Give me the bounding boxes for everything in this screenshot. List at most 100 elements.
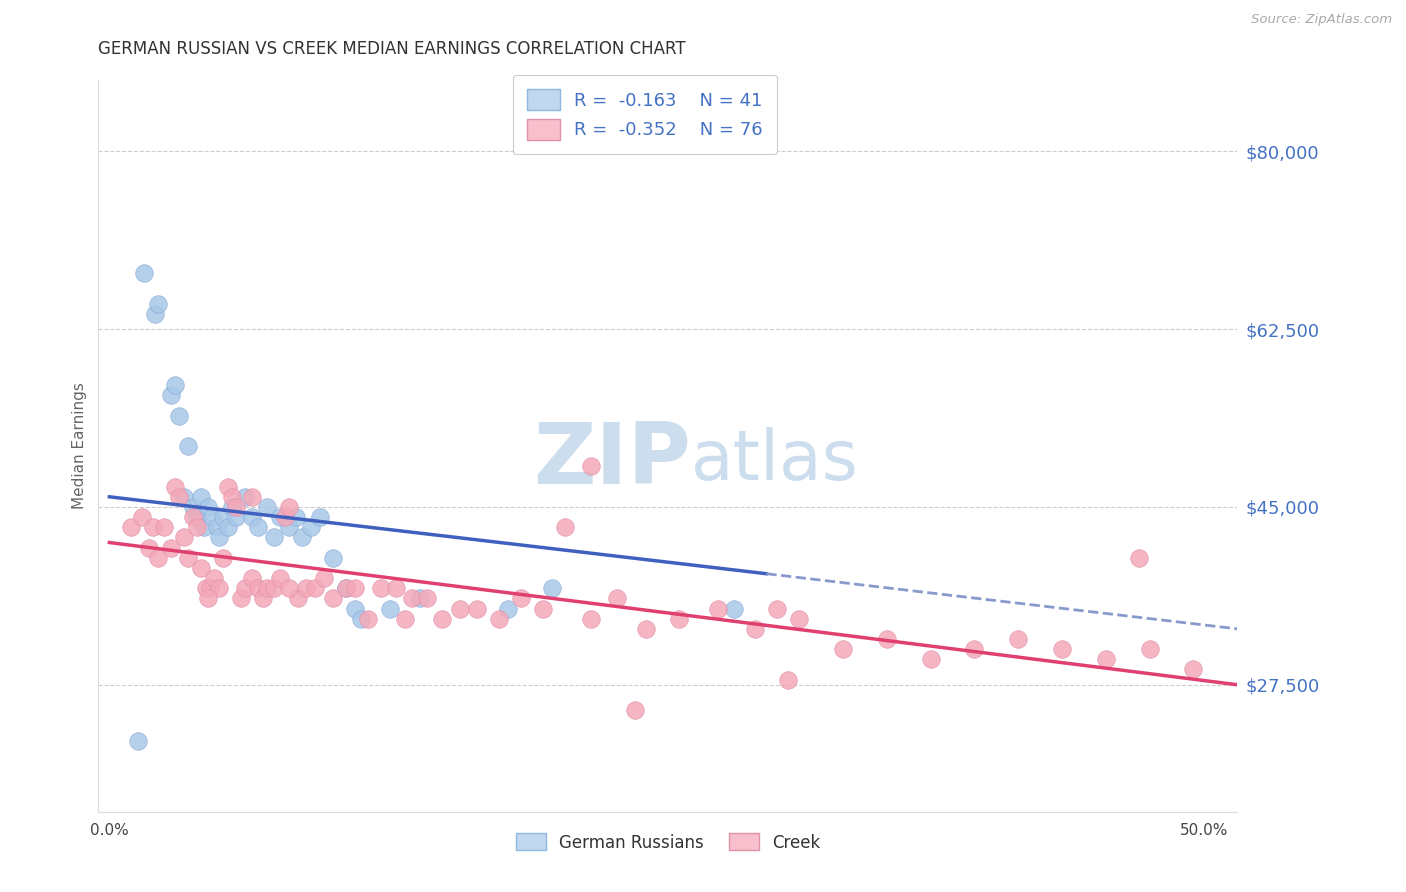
Text: atlas: atlas: [690, 427, 859, 494]
Point: [409, 591, 432, 606]
Point: [579, 459, 602, 474]
Point: [1139, 642, 1161, 657]
Point: [335, 581, 357, 595]
Point: [173, 530, 195, 544]
Point: [766, 601, 789, 615]
Point: [832, 642, 855, 657]
Point: [299, 520, 322, 534]
Point: [335, 581, 357, 595]
Point: [193, 520, 215, 534]
Point: [707, 601, 730, 615]
Point: [233, 581, 256, 595]
Point: [225, 500, 247, 514]
Point: [173, 490, 195, 504]
Point: [394, 612, 416, 626]
Point: [401, 591, 423, 606]
Point: [127, 733, 149, 747]
Point: [308, 510, 330, 524]
Point: [278, 520, 301, 534]
Point: [540, 581, 562, 595]
Point: [217, 520, 239, 534]
Point: [198, 581, 221, 595]
Text: ZIP: ZIP: [533, 419, 690, 502]
Point: [269, 510, 291, 524]
Point: [624, 703, 647, 717]
Point: [668, 612, 690, 626]
Point: [146, 297, 169, 311]
Y-axis label: Median Earnings: Median Earnings: [72, 383, 87, 509]
Point: [287, 591, 309, 606]
Point: [1182, 663, 1205, 677]
Point: [416, 591, 439, 606]
Point: [1050, 642, 1073, 657]
Point: [204, 571, 226, 585]
Point: [876, 632, 898, 646]
Point: [723, 601, 745, 615]
Point: [322, 550, 344, 565]
Point: [201, 510, 224, 524]
Point: [190, 561, 212, 575]
Point: [212, 510, 235, 524]
Point: [284, 510, 307, 524]
Point: [322, 591, 344, 606]
Point: [1128, 550, 1150, 565]
Point: [221, 490, 243, 504]
Point: [138, 541, 160, 555]
Point: [212, 550, 235, 565]
Point: [1095, 652, 1118, 666]
Point: [291, 530, 314, 544]
Point: [247, 581, 270, 595]
Point: [240, 571, 263, 585]
Point: [169, 490, 191, 504]
Point: [208, 581, 231, 595]
Point: [134, 266, 156, 280]
Point: [159, 541, 181, 555]
Point: [449, 601, 471, 615]
Point: [510, 591, 533, 606]
Point: [378, 601, 401, 615]
Point: [221, 500, 243, 514]
Point: [744, 622, 766, 636]
Point: [496, 601, 519, 615]
Point: [278, 581, 301, 595]
Point: [197, 500, 219, 514]
Point: [142, 520, 165, 534]
Point: [233, 490, 256, 504]
Point: [256, 581, 278, 595]
Point: [190, 490, 212, 504]
Point: [177, 439, 200, 453]
Point: [153, 520, 176, 534]
Point: [778, 673, 800, 687]
Point: [385, 581, 408, 595]
Point: [252, 591, 274, 606]
Point: [343, 601, 366, 615]
Point: [488, 612, 510, 626]
Point: [186, 510, 208, 524]
Point: [343, 581, 366, 595]
Point: [357, 612, 380, 626]
Point: [120, 520, 142, 534]
Point: [465, 601, 488, 615]
Point: [146, 550, 169, 565]
Point: [920, 652, 942, 666]
Point: [169, 409, 191, 423]
Point: [1007, 632, 1029, 646]
Point: [606, 591, 628, 606]
Point: [263, 530, 285, 544]
Point: [304, 581, 326, 595]
Point: [208, 530, 231, 544]
Point: [554, 520, 576, 534]
Point: [273, 510, 295, 524]
Point: [278, 500, 301, 514]
Point: [165, 378, 187, 392]
Point: [181, 500, 204, 514]
Point: [177, 550, 200, 565]
Point: [229, 591, 252, 606]
Point: [240, 490, 263, 504]
Point: [787, 612, 810, 626]
Point: [269, 571, 291, 585]
Point: [963, 642, 986, 657]
Point: [159, 388, 181, 402]
Legend: German Russians, Creek: German Russians, Creek: [509, 827, 827, 858]
Point: [225, 510, 247, 524]
